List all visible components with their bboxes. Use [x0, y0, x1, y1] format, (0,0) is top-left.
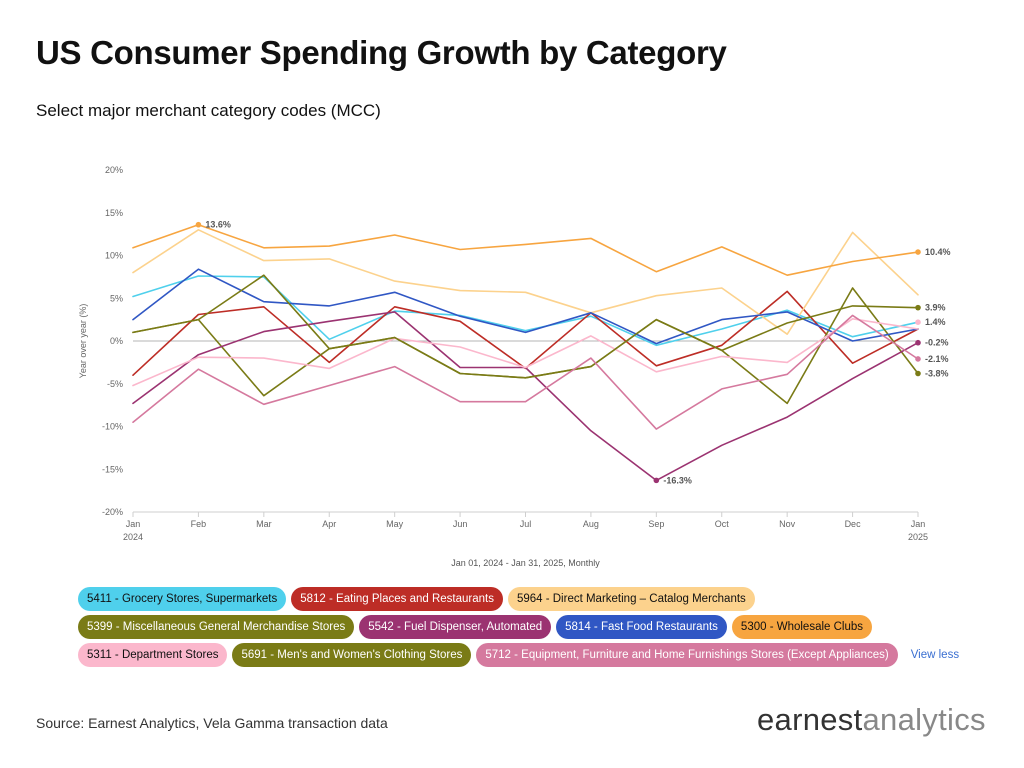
x-tick-label: Jan — [126, 519, 141, 529]
data-point-marker — [915, 339, 921, 346]
legend-row: 5411 - Grocery Stores, Supermarkets 5812 … — [78, 587, 755, 611]
data-point-marker — [915, 319, 921, 325]
x-tick-label: Mar — [256, 519, 272, 529]
series-line-9 — [132, 314, 919, 430]
x-tick-label: Dec — [845, 519, 862, 529]
y-tick-label: 5% — [110, 293, 123, 303]
x-tick-label: Oct — [715, 519, 730, 529]
y-tick-label: 0% — [110, 336, 123, 346]
logo-text-earnest: earnest — [757, 702, 863, 737]
data-label: -0.2% — [925, 338, 949, 348]
legend-chip[interactable]: 5300 - Wholesale Clubs — [731, 615, 873, 639]
y-tick-label: 10% — [105, 251, 123, 261]
series-line-6 — [132, 223, 919, 277]
x-tick-label: Aug — [583, 519, 599, 529]
y-tick-label: -10% — [102, 422, 123, 432]
data-point-marker — [653, 477, 660, 484]
earnest-analytics-logo: earnestanalytics — [757, 702, 986, 738]
y-tick-label: 15% — [105, 208, 123, 218]
series-line-0 — [132, 275, 919, 347]
data-label: 1.4% — [925, 317, 946, 327]
data-point-marker — [915, 249, 921, 255]
page-title: US Consumer Spending Growth by Category — [36, 34, 727, 71]
legend-chip[interactable]: 5691 - Men's and Women's Clothing Stores — [232, 643, 472, 667]
legend-row: 5399 - Miscellaneous General Merchandise… — [78, 615, 873, 639]
x-tick-label: Feb — [191, 519, 207, 529]
series-line-2 — [132, 229, 919, 336]
data-point-marker — [195, 221, 202, 228]
y-axis-label: Year over year (%) — [78, 304, 88, 379]
legend-chip[interactable]: 5964 - Direct Marketing – Catalog Mercha… — [507, 587, 755, 611]
legend-chip[interactable]: 5311 - Department Stores — [78, 643, 228, 667]
x-axis-label: Jan 01, 2024 - Jan 31, 2025, Monthly — [451, 558, 600, 568]
data-label: 10.4% — [925, 247, 951, 257]
x-tick-label: Jun — [453, 519, 468, 529]
page-subtitle: Select major merchant category codes (MC… — [36, 101, 381, 120]
legend-chip[interactable]: 5411 - Grocery Stores, Supermarkets — [78, 587, 287, 611]
x-tick-label: May — [386, 519, 404, 529]
logo-text-analytics: analytics — [862, 702, 986, 737]
y-tick-label: -5% — [107, 379, 123, 389]
data-label: 3.9% — [925, 303, 946, 313]
data-point-marker — [915, 304, 921, 311]
legend-chip[interactable]: 5542 - Fuel Dispenser, Automated — [359, 615, 552, 639]
x-tick-label: Sep — [648, 519, 664, 529]
legend-chip[interactable]: 5812 - Eating Places and Restaurants — [291, 587, 503, 611]
series-line-5 — [132, 268, 919, 345]
series-line-8 — [132, 274, 919, 379]
legend-chip[interactable]: 5814 - Fast Food Restaurants — [556, 615, 727, 639]
x-tick-label: Jan — [911, 519, 926, 529]
source-note: Source: Earnest Analytics, Vela Gamma tr… — [36, 715, 388, 731]
data-label: -3.8% — [925, 368, 949, 378]
legend-row: 5311 - Department Stores 5691 - Men's and… — [78, 643, 959, 667]
x-tick-label: Apr — [322, 519, 336, 529]
legend-chip[interactable]: 5399 - Miscellaneous General Merchandise… — [78, 615, 355, 639]
y-tick-label: 20% — [105, 165, 123, 175]
x-tick-label: Jul — [520, 519, 532, 529]
data-label: -16.3% — [663, 475, 692, 485]
data-label: 13.6% — [205, 220, 231, 230]
x-tick-year-label: 2024 — [123, 532, 143, 542]
data-label: -2.1% — [925, 354, 949, 364]
series-line-4 — [132, 311, 919, 482]
data-point-marker — [915, 356, 921, 362]
series-line-7 — [132, 317, 919, 387]
y-tick-label: -15% — [102, 464, 123, 474]
y-tick-label: -20% — [102, 507, 123, 517]
view-less-link[interactable]: View less — [910, 649, 960, 661]
x-tick-label: Nov — [779, 519, 796, 529]
data-point-marker — [915, 370, 921, 377]
x-tick-year-label: 2025 — [908, 532, 928, 542]
legend-chip[interactable]: 5712 - Equipment, Furniture and Home Fur… — [476, 643, 898, 667]
